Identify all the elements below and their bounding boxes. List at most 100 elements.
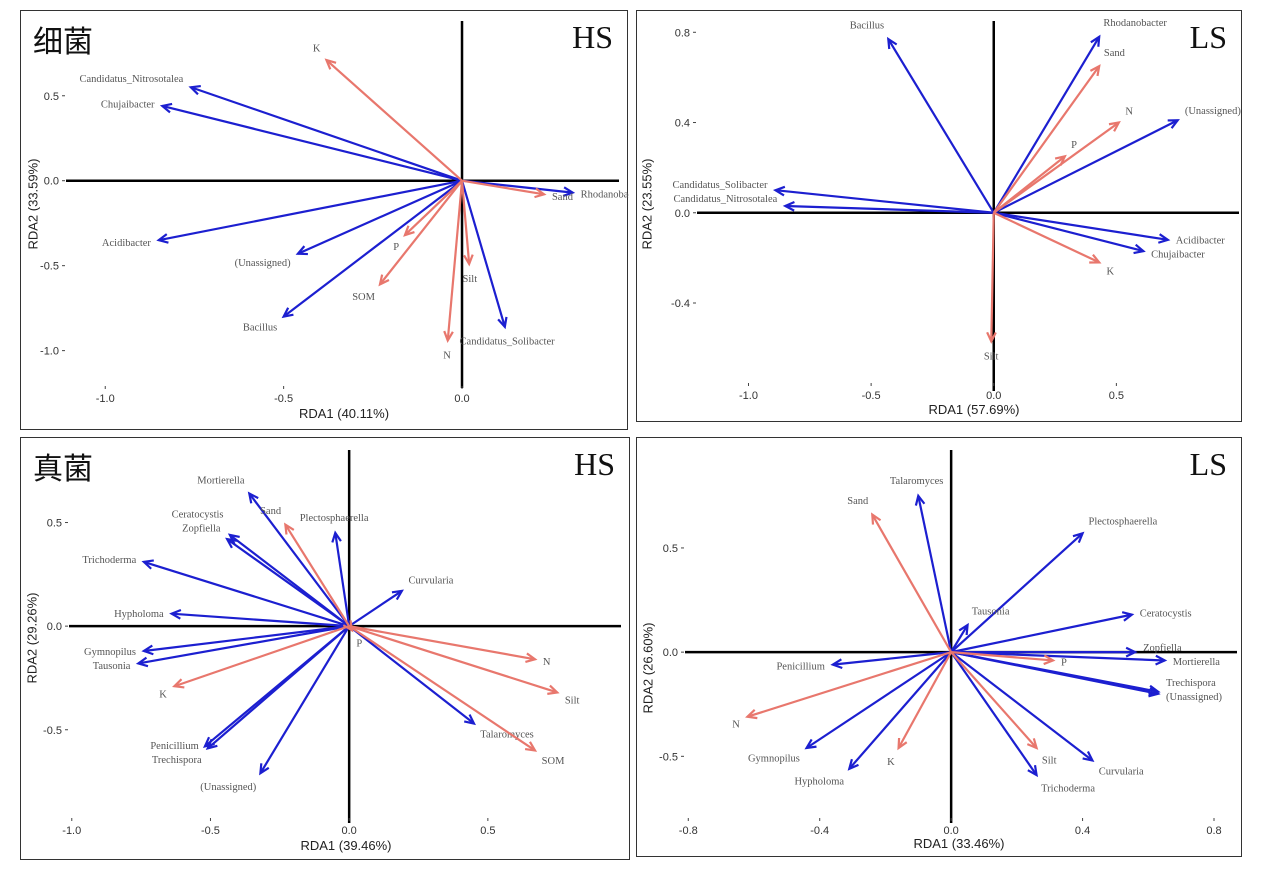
environment-label: P xyxy=(393,242,399,253)
x-tick-label: -1.0 xyxy=(62,825,81,837)
species-arrow-shaft xyxy=(158,179,463,242)
species-arrow-head xyxy=(205,738,218,751)
x-axis-title: RDA1 (33.46%) xyxy=(913,836,1005,851)
species-label: Zopfiella xyxy=(1143,643,1182,654)
species-arrow-head xyxy=(1155,654,1168,666)
environment-arrow-head xyxy=(463,254,474,267)
environment-vector: Sand xyxy=(260,506,351,627)
species-vector: Candidatus_Solibacter xyxy=(672,180,994,214)
species-vector: (Unassigned) xyxy=(235,179,463,269)
species-vector: Talaromyces xyxy=(890,476,953,653)
site-label: LS xyxy=(1189,19,1227,55)
environment-arrow-shaft xyxy=(951,651,1054,662)
panel-title: 真菌 xyxy=(33,452,93,487)
environment-arrow-shaft xyxy=(993,155,1066,214)
species-arrow-shaft xyxy=(162,104,463,182)
species-label: (Unassigned) xyxy=(1166,692,1222,703)
species-vector: Candidatus_Nitrosotalea xyxy=(673,194,994,214)
environment-vector: N xyxy=(732,651,952,731)
species-vector: Zopfiella xyxy=(182,523,350,628)
species-arrow-shaft xyxy=(143,625,350,653)
environment-vector: Silt xyxy=(984,212,999,362)
species-label: (Unassigned) xyxy=(1185,106,1241,117)
environment-arrow-shaft xyxy=(747,651,952,718)
y-tick-label: -0.5 xyxy=(43,725,62,737)
species-vector: Talaromyces xyxy=(348,625,534,741)
species-arrow-shaft xyxy=(848,651,952,770)
y-axis-title: RDA2 (23.55%) xyxy=(639,158,655,250)
x-tick-label: 0.0 xyxy=(943,825,958,837)
environment-label: K xyxy=(313,43,321,54)
environment-vector: Sand xyxy=(461,179,574,203)
y-tick-label: 0.4 xyxy=(675,118,690,130)
x-axis-title: RDA1 (39.46%) xyxy=(300,838,392,853)
y-tick-label: 0.0 xyxy=(675,208,690,220)
panel-fungi-hs: -1.0 -0.5 0.0 0.5 0.5 0.0 -0.5 Mortierella Plect… xyxy=(20,437,630,860)
y-tick-label: -0.4 xyxy=(671,298,690,310)
species-arrow-head xyxy=(772,185,786,197)
species-arrow-head xyxy=(1072,531,1085,544)
species-arrow-shaft xyxy=(887,38,995,214)
species-arrow-shaft xyxy=(992,36,1101,214)
species-arrow-shaft xyxy=(950,613,1133,654)
y-tick-label: 0.5 xyxy=(47,518,62,530)
environment-arrow-head xyxy=(525,652,538,664)
species-label: Chujaibacter xyxy=(1151,250,1205,261)
species-label: Zopfiella xyxy=(182,523,221,534)
species-label: Hypholoma xyxy=(114,609,164,620)
species-label: Penicillium xyxy=(150,741,198,752)
biplot-canvas: -1.0 -0.5 0.0 0.5 0.5 0.0 -0.5 Mortierella Plect… xyxy=(43,450,621,837)
species-arrow-head xyxy=(1148,686,1161,698)
species-label: Curvularia xyxy=(409,575,454,586)
environment-arrow-shaft xyxy=(992,65,1101,214)
environment-label: K xyxy=(159,689,167,700)
environment-arrow-shaft xyxy=(348,625,536,752)
y-axis-title: RDA2 (33.59%) xyxy=(25,158,41,250)
species-vector: Penicillium xyxy=(150,625,350,752)
environment-label: K xyxy=(1106,267,1114,278)
species-vector: Gymnopilus xyxy=(84,625,350,658)
species-label: Candidatus_Solibacter xyxy=(672,180,768,191)
y-tick-label: 0.0 xyxy=(47,621,62,633)
species-vector: Ceratocystis xyxy=(950,609,1192,654)
y-tick-label: 0.8 xyxy=(675,27,690,39)
y-axis-title: RDA2 (29.26%) xyxy=(24,592,40,684)
environment-arrow-head xyxy=(443,330,454,343)
species-arrow-head xyxy=(847,758,859,771)
species-vector: Gymnopilus xyxy=(748,651,952,765)
environment-label: Silt xyxy=(463,274,478,285)
environment-arrow-head xyxy=(324,58,337,70)
species-label: Rhodanobacter xyxy=(581,190,629,201)
species-arrow-shaft xyxy=(334,532,351,627)
x-tick-label: 0.8 xyxy=(1206,825,1221,837)
y-tick-label: -0.5 xyxy=(40,261,59,273)
environment-vector: Silt xyxy=(460,180,478,285)
x-tick-label: -0.5 xyxy=(201,825,220,837)
environment-vector: N xyxy=(443,180,464,361)
x-axis-title: RDA1 (57.69%) xyxy=(928,402,1020,417)
environment-vector: K xyxy=(993,211,1114,278)
species-label: Talaromyces xyxy=(890,476,944,487)
species-arrow-shaft xyxy=(993,211,1144,253)
environment-label: Sand xyxy=(260,506,282,517)
environment-label: N xyxy=(1125,107,1133,118)
species-arrow-shaft xyxy=(348,589,403,628)
environment-arrow-head xyxy=(745,709,758,720)
panel-title: 细菌 xyxy=(33,25,93,60)
species-arrow-shaft xyxy=(993,211,1169,241)
species-vector: Bacillus xyxy=(850,21,995,214)
species-arrow-shaft xyxy=(805,651,952,749)
environment-vector: SOM xyxy=(348,625,565,767)
x-tick-label: 0.4 xyxy=(1075,825,1090,837)
site-label: HS xyxy=(574,446,615,482)
species-vector: Trichoderma xyxy=(950,651,1095,794)
species-label: (Unassigned) xyxy=(235,258,291,269)
species-label: Candidatus_Nitrosotalea xyxy=(673,194,777,205)
environment-vector: K xyxy=(159,625,350,700)
x-tick-label: -0.4 xyxy=(810,825,829,837)
species-arrow-shaft xyxy=(138,625,350,665)
environment-arrow-head xyxy=(1043,654,1056,666)
species-arrow-head xyxy=(830,658,843,670)
environment-arrow-shaft xyxy=(379,180,463,286)
environment-vector: N xyxy=(348,625,551,668)
